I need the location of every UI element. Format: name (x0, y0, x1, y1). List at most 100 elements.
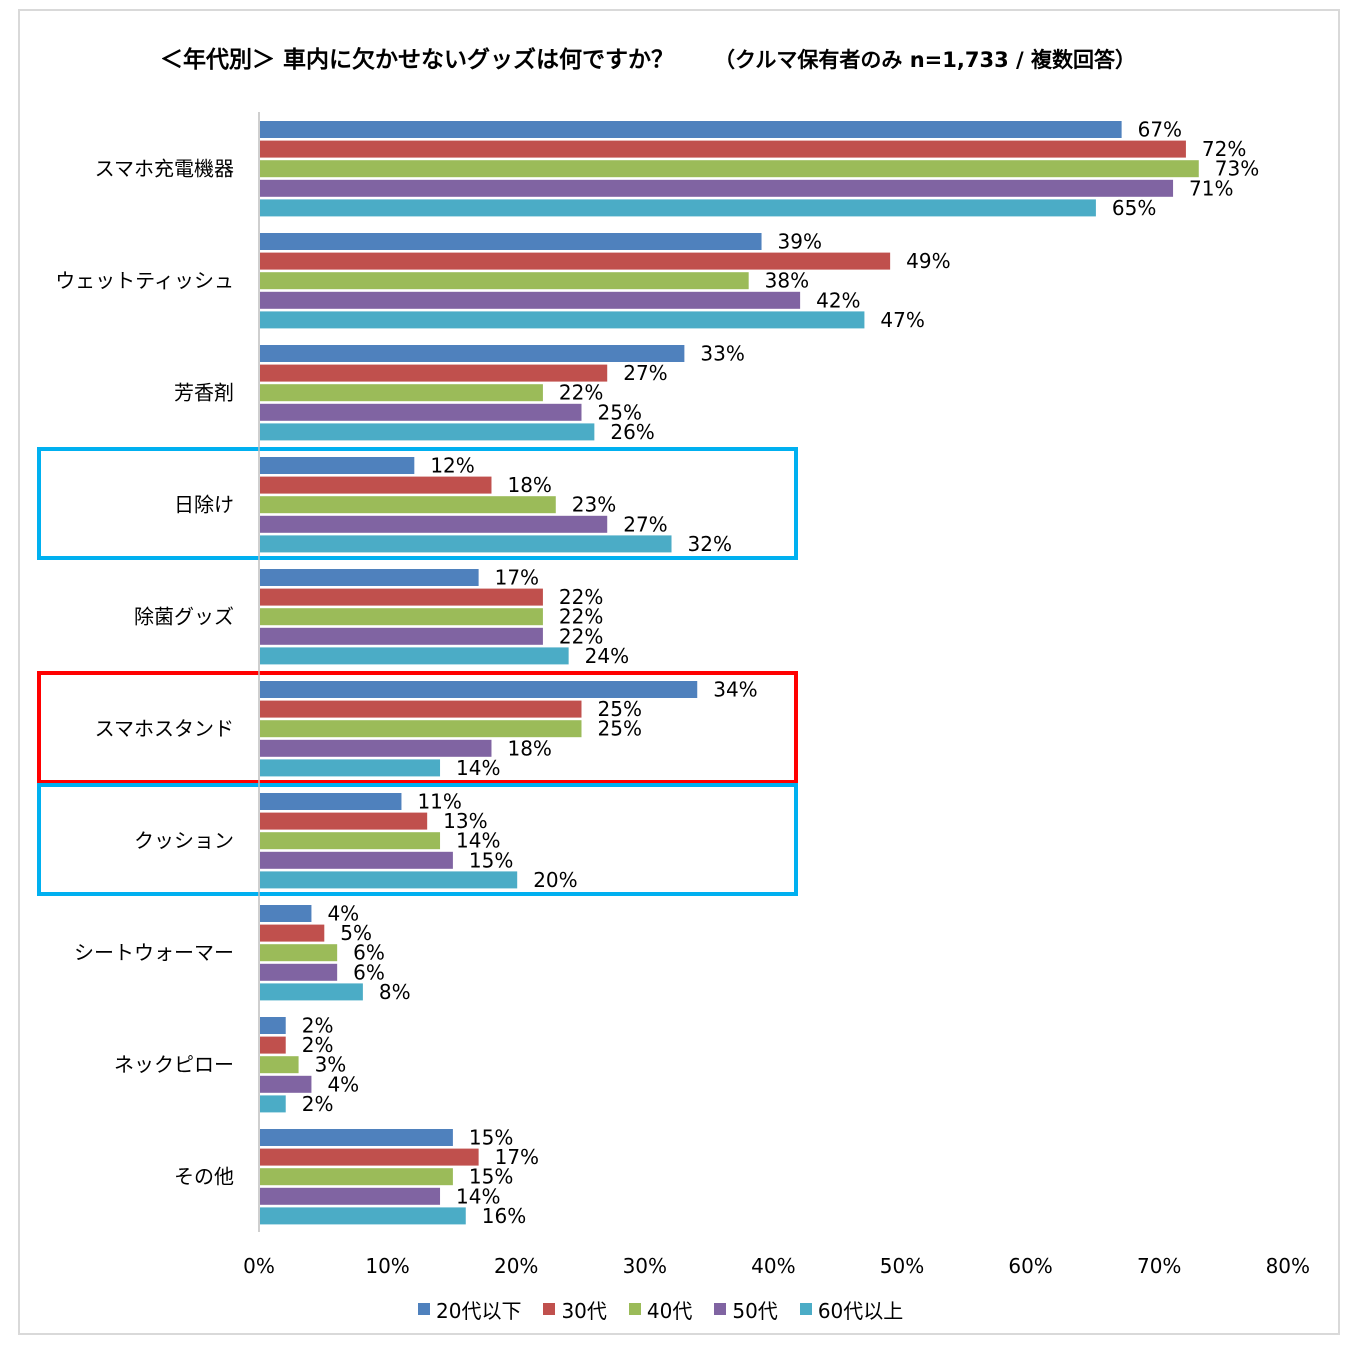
bar (260, 1207, 466, 1225)
bar (260, 944, 338, 962)
x-tick-label: 20% (494, 1254, 538, 1278)
data-label: 23% (572, 493, 616, 517)
chart-frame (18, 9, 1340, 1335)
data-label: 33% (700, 342, 744, 366)
data-label: 15% (469, 1165, 513, 1189)
bar (260, 457, 415, 474)
bar (260, 647, 569, 665)
bar (260, 1095, 286, 1113)
legend-item: 60代以上 (799, 1295, 904, 1324)
data-label: 14% (456, 829, 500, 853)
data-label: 14% (456, 756, 500, 780)
bar (260, 384, 543, 402)
data-label: 14% (456, 1184, 500, 1208)
legend-item: 30代 (543, 1295, 607, 1324)
chart-title: ＜年代別＞ 車内に欠かせないグッズは何ですか？ （クルマ保有者のみ n=1,73… (160, 40, 1320, 80)
data-label: 26% (610, 420, 654, 444)
highlight-box-3 (37, 783, 798, 896)
data-label: 13% (443, 809, 487, 833)
data-label: 15% (469, 848, 513, 872)
legend-label: 30代 (561, 1298, 607, 1323)
bar (260, 871, 518, 889)
bar (260, 681, 698, 698)
bar (260, 608, 543, 626)
bar (260, 627, 543, 645)
data-label: 22% (559, 585, 603, 609)
bar (260, 364, 608, 382)
data-label: 4% (327, 1072, 359, 1096)
legend-label: 40代 (646, 1298, 693, 1323)
data-label: 2% (302, 1092, 334, 1116)
legend-swatch (714, 1303, 727, 1315)
bar (260, 1168, 453, 1186)
data-label: 2% (302, 1014, 334, 1038)
bar (260, 983, 363, 1001)
bar (260, 121, 1122, 138)
bar (260, 1017, 286, 1034)
data-label: 11% (417, 790, 461, 814)
bar (260, 963, 338, 981)
data-label: 22% (559, 381, 603, 405)
data-label: 73% (1215, 157, 1259, 181)
x-tick-label: 70% (1137, 1254, 1181, 1278)
x-tick-label: 0% (243, 1254, 275, 1278)
x-tick-label: 40% (751, 1254, 795, 1278)
x-tick-label: 60% (1008, 1254, 1052, 1278)
chart-title-main: ＜年代別＞ 車内に欠かせないグッズは何ですか？ (160, 47, 675, 73)
data-label: 20% (533, 868, 577, 892)
data-label: 17% (495, 1145, 539, 1169)
data-label: 3% (315, 1053, 347, 1077)
bar (260, 759, 441, 777)
data-label: 71% (1189, 176, 1233, 200)
data-label: 65% (1112, 196, 1156, 220)
category-label: ウェットティッシュ (55, 269, 234, 293)
bar (260, 1187, 441, 1205)
data-label: 32% (688, 532, 732, 556)
bar (260, 1036, 286, 1054)
bar (260, 496, 556, 514)
highlight-box-1 (37, 447, 798, 560)
data-label: 15% (469, 1126, 513, 1150)
bar (260, 140, 1186, 158)
category-label: 除菌グッズ (134, 605, 234, 629)
bar (260, 851, 453, 869)
bar (260, 1148, 479, 1166)
bar (260, 793, 402, 810)
bar (260, 812, 428, 830)
bar (260, 905, 312, 922)
data-label: 17% (495, 566, 539, 590)
category-label: その他 (174, 1165, 234, 1189)
data-label: 25% (598, 697, 642, 721)
bar (260, 476, 492, 494)
legend-swatch (543, 1303, 556, 1315)
data-label: 39% (778, 230, 822, 254)
legend-label: 20代以下 (436, 1298, 522, 1323)
data-label: 2% (302, 1033, 334, 1057)
bar (260, 515, 608, 533)
bar (260, 588, 543, 606)
bar (260, 739, 492, 757)
bar (260, 720, 582, 738)
bar (260, 311, 865, 329)
data-label: 47% (880, 308, 924, 332)
bar (260, 403, 582, 421)
legend-item: 20代以下 (418, 1295, 521, 1324)
x-tick-label: 50% (880, 1254, 924, 1278)
data-label: 22% (559, 605, 603, 629)
legend: 20代以下 30代 40代 50代 60代以上 (418, 1294, 903, 1324)
bar (260, 272, 749, 290)
data-label: 67% (1138, 118, 1182, 142)
legend-swatch (799, 1303, 812, 1315)
data-label: 22% (559, 624, 603, 648)
data-label: 24% (585, 644, 629, 668)
bar (260, 160, 1199, 178)
category-label: シートウォーマー (74, 941, 234, 965)
data-label: 27% (623, 512, 667, 536)
data-label: 6% (353, 941, 385, 965)
data-label: 72% (1202, 137, 1246, 161)
legend-label: 60代以上 (817, 1298, 904, 1323)
data-label: 18% (507, 473, 551, 497)
category-label: クッション (134, 829, 234, 853)
data-label: 18% (507, 736, 551, 760)
